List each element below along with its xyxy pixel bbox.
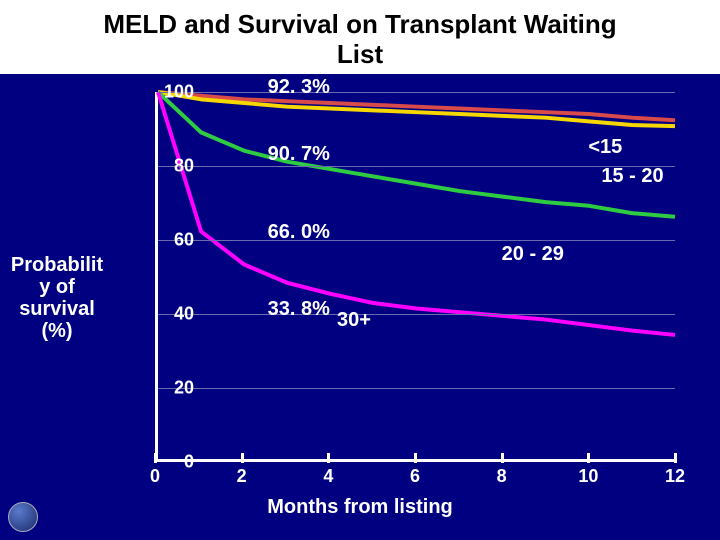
title-line-2: List	[0, 40, 720, 70]
logo-icon	[8, 502, 38, 532]
data-value-label: 66. 0%	[268, 221, 330, 244]
series-name-label: 30+	[337, 309, 371, 332]
series-name-label: 20 - 29	[502, 243, 564, 266]
x-tick-mark	[154, 453, 157, 463]
data-value-label: 92. 3%	[268, 76, 330, 99]
x-tick-label: 0	[150, 466, 160, 487]
x-tick-mark	[587, 453, 590, 463]
gridline	[158, 314, 675, 315]
x-tick-label: 6	[410, 466, 420, 487]
x-tick-mark	[414, 453, 417, 463]
series-line	[158, 92, 675, 335]
y-tick-label: 20	[158, 378, 194, 399]
x-tick-label: 2	[237, 466, 247, 487]
y-tick-label: 100	[158, 82, 194, 103]
gridline	[158, 166, 675, 167]
y-axis-label: Probabilit y of survival (%)	[2, 254, 112, 342]
x-tick-mark	[674, 453, 677, 463]
chart-title: MELD and Survival on Transplant Waiting …	[0, 0, 720, 74]
data-value-label: 33. 8%	[268, 298, 330, 321]
data-value-label: 90. 7%	[268, 143, 330, 166]
series-name-label: 15 - 20	[601, 165, 663, 188]
x-tick-mark	[327, 453, 330, 463]
series-name-label: <15	[588, 136, 622, 159]
y-tick-label: 80	[158, 156, 194, 177]
x-tick-mark	[241, 453, 244, 463]
x-tick-label: 12	[665, 466, 685, 487]
y-tick-label: 60	[158, 230, 194, 251]
series-line	[158, 92, 675, 120]
x-tick-label: 4	[323, 466, 333, 487]
x-tick-mark	[501, 453, 504, 463]
gridline	[158, 240, 675, 241]
title-line-1: MELD and Survival on Transplant Waiting	[0, 10, 720, 40]
x-tick-label: 10	[578, 466, 598, 487]
x-tick-label: 8	[497, 466, 507, 487]
y-tick-label: 40	[158, 304, 194, 325]
y-tick-label: 0	[158, 452, 194, 473]
gridline	[158, 388, 675, 389]
chart-area: Probabilit y of survival (%) Months from…	[0, 86, 720, 540]
x-axis-label: Months from listing	[0, 496, 720, 519]
gridline	[158, 92, 675, 93]
